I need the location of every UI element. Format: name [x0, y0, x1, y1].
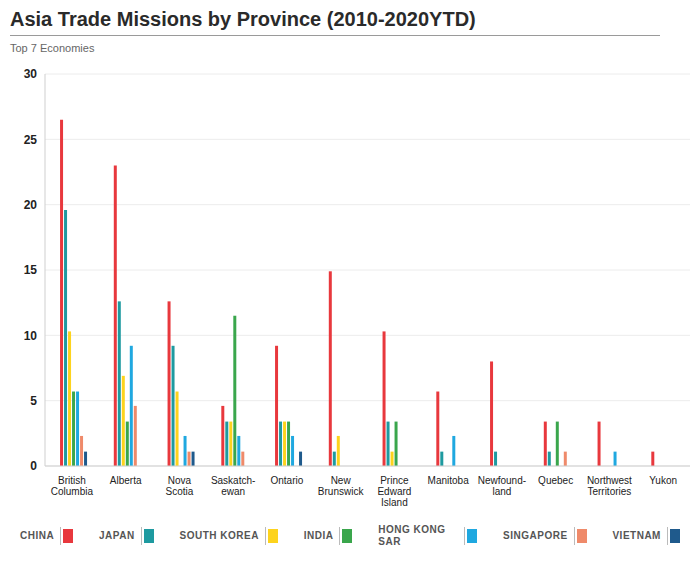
svg-text:PrinceEdwardIsland: PrinceEdwardIsland	[377, 475, 411, 508]
svg-text:Alberta: Alberta	[110, 475, 142, 486]
svg-text:Yukon: Yukon	[649, 475, 677, 486]
svg-text:5: 5	[30, 394, 37, 408]
html-text:JAPAN: JAPAN	[99, 530, 135, 541]
svg-text:Saskatch-ewan: Saskatch-ewan	[211, 475, 255, 497]
html-text:SOUTH KOREA: SOUTH KOREA	[179, 530, 259, 541]
html-text:Asia Trade Missions by Provinc: Asia Trade Missions by Province (2010-20…	[10, 8, 476, 30]
svg-text:NewBrunswick: NewBrunswick	[318, 475, 365, 497]
html-text:INDIA: INDIA	[303, 530, 334, 541]
svg-text:Manitoba: Manitoba	[428, 475, 470, 486]
svg-text:Ontario: Ontario	[270, 475, 303, 486]
svg-text:Newfound-land: Newfound-land	[478, 475, 526, 497]
svg-text:BritishColumbia: BritishColumbia	[51, 475, 94, 497]
svg-text:30: 30	[24, 67, 38, 81]
svg-text:NovaScotia: NovaScotia	[165, 475, 193, 497]
svg-text:20: 20	[24, 198, 38, 212]
svg-text:15: 15	[24, 263, 38, 277]
html-text:VIETNAM: VIETNAM	[612, 530, 661, 541]
html-text:HONG KONG SAR: HONG KONG SAR	[378, 524, 446, 547]
svg-text:25: 25	[24, 133, 38, 147]
html-text:Top 7 Economies: Top 7 Economies	[10, 42, 95, 54]
html-text:CHINA: CHINA	[20, 530, 55, 541]
svg-text:NorthwestTerritories: NorthwestTerritories	[587, 475, 632, 497]
html-text:SINGAPORE: SINGAPORE	[503, 530, 568, 541]
svg-text:0: 0	[30, 459, 37, 473]
svg-text:10: 10	[24, 329, 38, 343]
svg-text:Quebec: Quebec	[538, 475, 573, 486]
